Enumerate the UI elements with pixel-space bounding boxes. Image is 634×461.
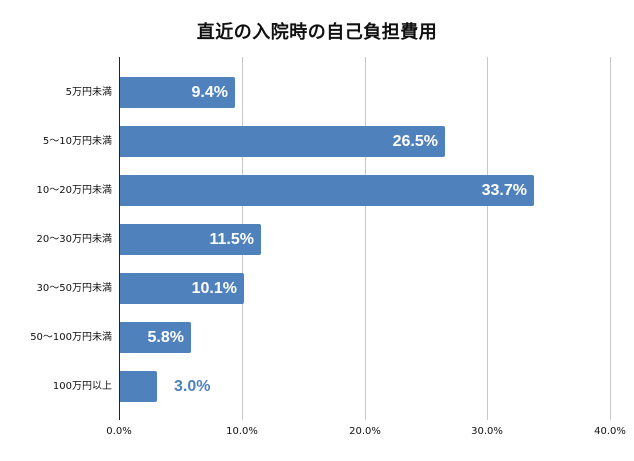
x-tick-label: 20.0%: [349, 426, 381, 437]
bar-value-label: 33.7%: [481, 182, 527, 199]
category-label: 50～100万円未満: [30, 332, 112, 343]
category-label: 5万円未満: [65, 87, 112, 98]
gridline: [365, 57, 366, 420]
bar: [120, 224, 261, 255]
x-tick-label: 10.0%: [226, 426, 258, 437]
bar-value-label: 5.8%: [147, 329, 184, 346]
category-label: 100万円以上: [52, 381, 112, 392]
category-label: 30～50万円未満: [36, 283, 112, 294]
gridline: [487, 57, 488, 420]
bar: [120, 77, 235, 108]
bar: [120, 273, 244, 304]
y-axis-line: [119, 57, 120, 420]
bar-value-label: 3.0%: [174, 378, 211, 395]
x-tick-label: 0.0%: [106, 426, 132, 437]
bar: [120, 322, 191, 353]
chart-title: 直近の入院時の自己負担費用: [196, 22, 438, 43]
category-label: 10～20万円未満: [36, 185, 112, 196]
category-label: 20～30万円未満: [36, 234, 112, 245]
bar: [120, 175, 534, 206]
bar: [120, 126, 445, 157]
plot-area: 9.4% 26.5% 33.7% 11.5% 10.1% 5.8% 3.0%: [119, 57, 611, 420]
bar: [120, 371, 157, 402]
x-tick-label: 30.0%: [471, 426, 503, 437]
gridline: [610, 57, 611, 420]
bar-value-label: 26.5%: [392, 133, 438, 150]
bar-value-label: 10.1%: [191, 280, 237, 297]
x-tick-label: 40.0%: [594, 426, 626, 437]
bar-value-label: 11.5%: [209, 231, 254, 248]
category-label: 5～10万円未満: [42, 136, 112, 147]
bar-value-label: 9.4%: [191, 84, 228, 101]
